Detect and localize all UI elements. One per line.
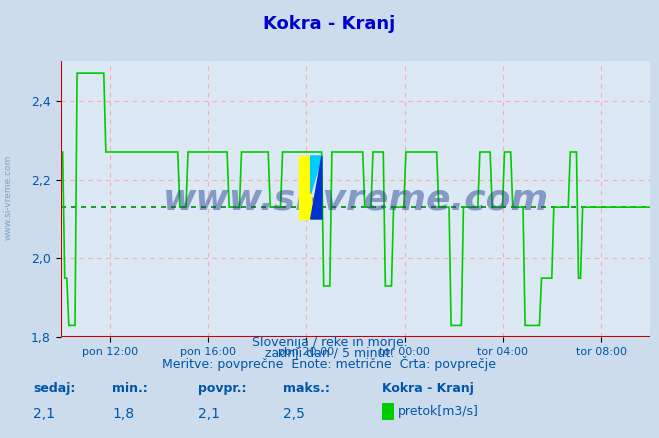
Text: zadnji dan / 5 minut.: zadnji dan / 5 minut. [265, 347, 394, 360]
Text: www.si-vreme.com: www.si-vreme.com [163, 182, 548, 216]
Text: min.:: min.: [112, 382, 148, 395]
Text: sedaj:: sedaj: [33, 382, 75, 395]
Text: Meritve: povprečne  Enote: metrične  Črta: povprečje: Meritve: povprečne Enote: metrične Črta:… [163, 356, 496, 371]
Text: Kokra - Kranj: Kokra - Kranj [264, 15, 395, 33]
Text: 2,5: 2,5 [283, 407, 305, 421]
Text: Slovenija / reke in morje.: Slovenija / reke in morje. [252, 336, 407, 349]
Text: 2,1: 2,1 [198, 407, 219, 421]
Polygon shape [310, 156, 322, 219]
Text: 1,8: 1,8 [112, 407, 134, 421]
Text: maks.:: maks.: [283, 382, 330, 395]
Text: povpr.:: povpr.: [198, 382, 246, 395]
Polygon shape [310, 156, 322, 194]
Text: 2,1: 2,1 [33, 407, 55, 421]
Text: www.si-vreme.com: www.si-vreme.com [3, 155, 13, 240]
Text: pretok[m3/s]: pretok[m3/s] [397, 405, 478, 418]
Text: Kokra - Kranj: Kokra - Kranj [382, 382, 474, 395]
Polygon shape [299, 156, 310, 219]
